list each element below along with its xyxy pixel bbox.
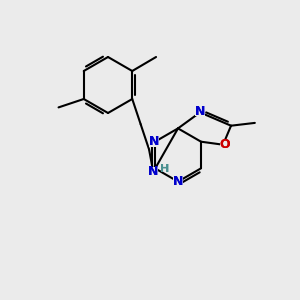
Text: H: H xyxy=(160,164,169,174)
FancyBboxPatch shape xyxy=(195,106,205,116)
Text: N: N xyxy=(149,135,159,148)
Text: N: N xyxy=(173,175,183,188)
Text: O: O xyxy=(220,138,230,151)
Text: N: N xyxy=(195,105,205,118)
Text: N: N xyxy=(148,165,158,178)
Text: N: N xyxy=(148,165,158,178)
Text: N: N xyxy=(149,135,159,148)
FancyBboxPatch shape xyxy=(173,177,183,187)
Text: O: O xyxy=(220,138,230,151)
FancyBboxPatch shape xyxy=(220,140,230,150)
FancyBboxPatch shape xyxy=(149,137,159,147)
Text: N: N xyxy=(195,105,205,118)
Text: N: N xyxy=(173,175,183,188)
FancyBboxPatch shape xyxy=(148,167,158,177)
Text: H: H xyxy=(160,164,169,174)
